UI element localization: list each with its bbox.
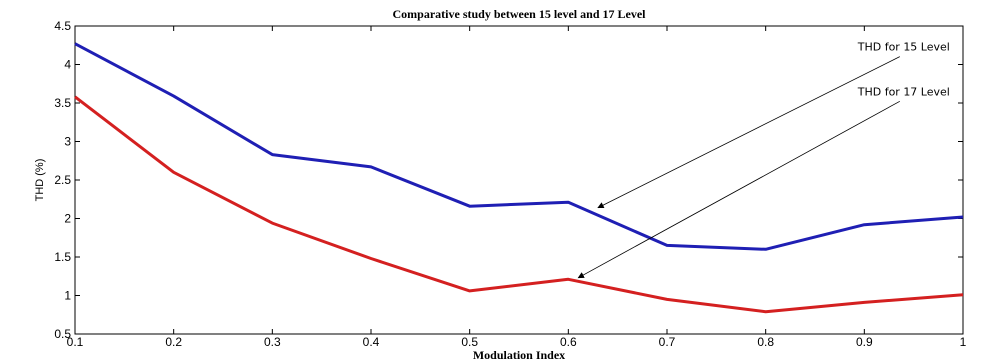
y-tick-label: 3 — [64, 135, 71, 149]
x-tick-label: 0.4 — [363, 335, 380, 349]
annotation-label: THD for 15 Level — [857, 41, 950, 54]
chart-title: Comparative study between 15 level and 1… — [393, 7, 647, 21]
y-tick-label: 2.5 — [54, 173, 71, 187]
x-axis-label: Modulation Index — [473, 348, 565, 362]
y-tick-label: 0.5 — [54, 327, 71, 341]
y-tick-label: 2 — [64, 212, 71, 226]
y-tick-label: 1 — [64, 289, 71, 303]
x-tick-label: 0.9 — [856, 335, 873, 349]
plot-area — [75, 26, 963, 334]
x-tick-label: 1 — [960, 335, 967, 349]
annotation-label: THD for 17 Level — [857, 85, 950, 98]
x-tick-label: 0.8 — [757, 335, 774, 349]
y-axis-label: THD (%) — [34, 159, 46, 202]
y-tick-label: 1.5 — [54, 250, 71, 264]
x-tick-label: 0.5 — [461, 335, 478, 349]
y-tick-label: 4 — [64, 58, 71, 72]
y-tick-label: 4.5 — [54, 19, 71, 33]
x-tick-label: 0.2 — [165, 335, 182, 349]
x-tick-label: 0.3 — [264, 335, 281, 349]
x-tick-label: 0.6 — [560, 335, 577, 349]
x-tick-label: 0.7 — [659, 335, 676, 349]
y-tick-label: 3.5 — [54, 96, 71, 110]
